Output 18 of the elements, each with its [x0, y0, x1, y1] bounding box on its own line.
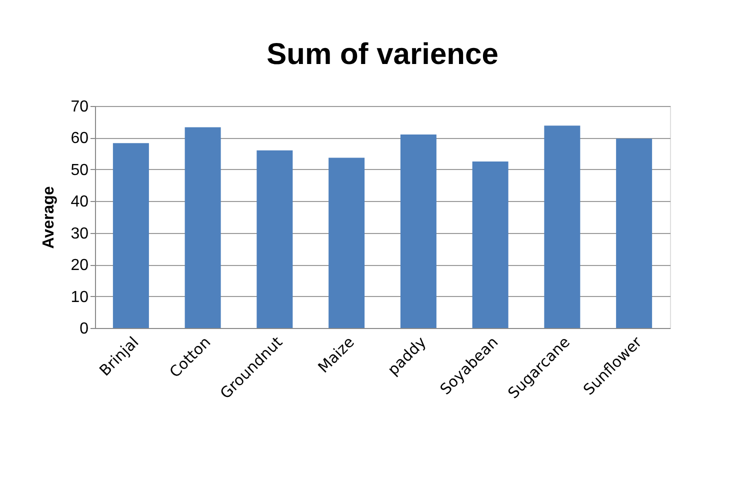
y-tick-label: 10 [70, 288, 89, 306]
y-tick-label: 70 [70, 98, 89, 116]
bar [328, 158, 365, 328]
bar [184, 127, 221, 328]
y-tick-label: 60 [70, 130, 89, 148]
bar [472, 162, 508, 328]
y-tick-label: 0 [80, 320, 89, 338]
bar [112, 143, 149, 328]
chart-title: Sum of varience [266, 38, 498, 71]
y-axis-title: Average [40, 186, 58, 249]
y-tick-label: 30 [70, 225, 89, 242]
y-tick-label: 50 [70, 162, 89, 179]
bar [616, 138, 652, 328]
bar [544, 126, 580, 328]
y-tick-label: 40 [70, 194, 89, 211]
bar [400, 134, 436, 328]
bar [256, 150, 293, 328]
y-tick-label: 20 [70, 257, 89, 274]
